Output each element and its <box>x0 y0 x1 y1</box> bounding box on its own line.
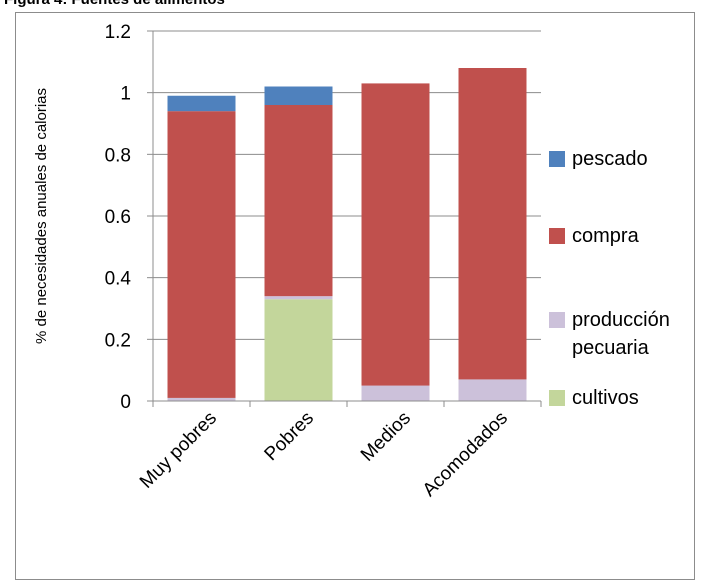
bar-segment-producción-pecuaria <box>458 379 527 401</box>
bar-segment-compra <box>361 83 430 386</box>
legend-swatch <box>549 312 565 328</box>
y-tick-label: 0 <box>120 392 131 413</box>
bar-segment-compra <box>264 105 333 297</box>
bar-segment-pescado <box>264 86 333 105</box>
y-tick-label: 0.8 <box>105 145 131 166</box>
bar-segment-producción-pecuaria <box>264 296 333 300</box>
legend-label: producción pecuaria <box>572 309 670 359</box>
legend-label: pescado <box>572 148 648 170</box>
y-tick-label: 0.4 <box>105 269 132 290</box>
y-tick-label: 0.2 <box>105 330 131 351</box>
legend-swatch <box>549 390 565 406</box>
bar-segment-producción-pecuaria <box>167 397 236 401</box>
x-category-label: Pobres <box>261 408 318 465</box>
y-axis-title: % de necesidades anuales de calorias <box>33 88 50 344</box>
chart-area <box>15 12 695 580</box>
legend-label: cultivos <box>572 387 639 409</box>
y-tick-label: 1 <box>120 84 131 105</box>
legend: pescado compra producción pecuaria cultivos <box>549 148 670 409</box>
legend-swatch <box>549 151 565 167</box>
figure-caption: Figura 4: Fuentes de alimentos <box>4 0 225 8</box>
legend-swatch <box>549 228 565 244</box>
x-category-label: Medios <box>357 408 415 466</box>
y-tick-label: 1.2 <box>105 22 131 43</box>
bar-segment-compra <box>458 68 527 380</box>
x-category-label: Muy pobres <box>136 408 221 493</box>
legend-label: compra <box>572 225 640 247</box>
bar-segment-pescado <box>167 95 236 112</box>
x-category-label: Acomodados <box>419 408 512 501</box>
bar-segment-producción-pecuaria <box>361 385 430 401</box>
bars <box>167 68 527 401</box>
y-tick-label: 0.6 <box>105 207 131 228</box>
bar-segment-cultivos <box>264 299 333 401</box>
bar-segment-compra <box>167 111 236 398</box>
